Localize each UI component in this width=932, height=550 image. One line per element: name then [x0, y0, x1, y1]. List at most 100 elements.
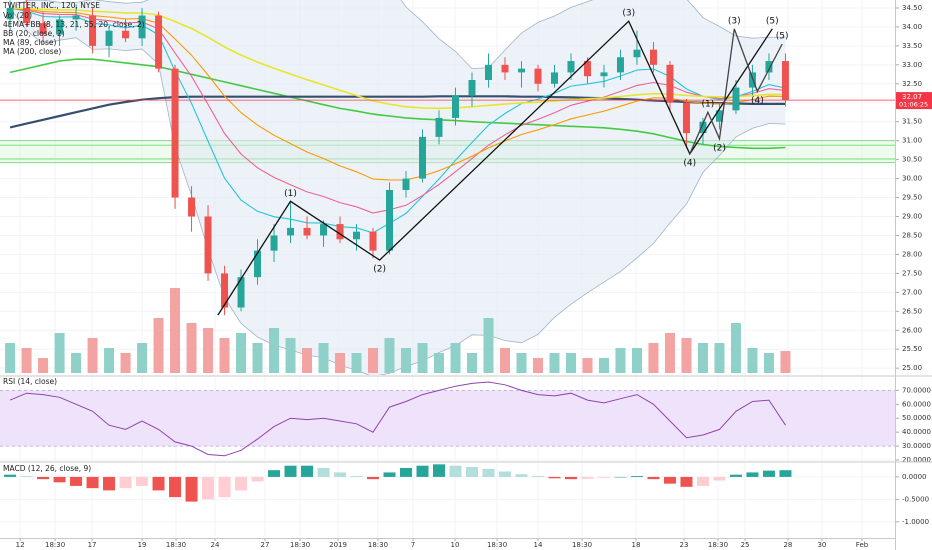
macd-bar [696, 476, 709, 486]
x-tick-label: 27 [260, 541, 269, 549]
y-tick-label: 31.00 [902, 137, 922, 145]
candle-body [386, 189, 394, 251]
candle-body [699, 121, 707, 134]
indicator-label: BB (20, close, 2) [3, 29, 65, 38]
x-tick-label: 17 [88, 541, 97, 549]
wave-label: (4) [751, 96, 764, 106]
y-tick-label: 0.0000 [902, 473, 927, 481]
macd-panel [0, 463, 895, 538]
macd-bar [235, 476, 248, 491]
y-tick-label: 32.50 [902, 80, 922, 88]
y-tick-label: 30.00 [902, 175, 922, 183]
indicator-label: MA (89, close) [3, 38, 57, 47]
last-price-label: 32.07 [902, 93, 922, 101]
macd-bar [103, 476, 116, 491]
macd-bar [614, 476, 627, 478]
volume-bar [38, 358, 49, 373]
volume-bar [236, 333, 247, 373]
y-tick-label: 27.00 [902, 288, 922, 296]
macd-bar [301, 465, 314, 477]
volume-bar [5, 343, 16, 373]
volume-bar [582, 358, 593, 373]
candle-body [748, 72, 756, 88]
macd-bar [515, 474, 528, 477]
macd-bar [680, 476, 693, 487]
candle-body [122, 30, 130, 39]
moving-average [9, 58, 786, 150]
volume-bar [631, 348, 642, 373]
volume-bar [21, 348, 32, 373]
indicator-label: 4EMA+BB (8, 13, 21, 55, 20, close, 2) [3, 20, 145, 29]
macd-bar [465, 467, 478, 477]
x-tick-label: 12 [16, 541, 25, 549]
candle-body [484, 64, 492, 81]
volume-bar [648, 343, 659, 373]
volume-bar [681, 338, 692, 373]
volume-bar [466, 353, 477, 373]
candle-body [666, 64, 674, 103]
wave-line [217, 20, 773, 316]
candle-body [550, 72, 558, 84]
macd-bar [53, 476, 66, 483]
y-tick-label: 50.0000 [902, 414, 931, 422]
candle-body [287, 227, 295, 236]
wave-line [689, 28, 783, 155]
volume-bar [532, 358, 543, 373]
candle-body [353, 231, 361, 240]
candle-body [270, 235, 278, 251]
macd-bar [433, 464, 446, 477]
macd-bar [746, 472, 759, 477]
y-tick-label: 26.00 [902, 326, 922, 334]
volume-bar [615, 348, 626, 373]
x-tick-label: Feb [856, 541, 869, 549]
candle-body [402, 178, 410, 190]
volume-bar [335, 353, 346, 373]
volume-bar [318, 343, 329, 373]
volume-bar [137, 343, 148, 373]
candle-body [39, 23, 47, 35]
y-tick-label: 33.50 [902, 42, 922, 50]
macd-bar [449, 465, 462, 477]
candle-body [237, 277, 245, 308]
y-tick-label: 31.50 [902, 118, 922, 126]
candle-body [567, 61, 575, 73]
macd-bar [334, 472, 347, 477]
indicator-label: Vol (20) [3, 11, 32, 20]
x-tick-label: 18:30 [45, 541, 65, 549]
candle-body [105, 30, 113, 46]
candle-body [320, 224, 328, 236]
y-tick-label: 26.50 [902, 307, 922, 315]
y-tick-label: -1.0000 [902, 518, 929, 526]
rsi-line [9, 381, 786, 457]
candle-body [534, 68, 542, 84]
volume-bar [434, 353, 445, 373]
macd-bar [548, 476, 561, 479]
macd-bar [20, 476, 33, 477]
volume-bar [54, 333, 65, 373]
candle-body [254, 250, 262, 278]
wave-label: (3) [622, 9, 635, 19]
wave-label: (1) [284, 189, 297, 199]
macd-bar [647, 476, 660, 480]
candle-body [204, 216, 212, 274]
wave-label: (2) [373, 265, 386, 275]
macd-bar [4, 474, 17, 477]
y-tick-label: 28.00 [902, 250, 922, 258]
macd-bar [416, 465, 429, 477]
volume-bar [269, 328, 280, 373]
macd-bar [185, 476, 198, 502]
bollinger-fill [10, 0, 786, 375]
volume-bar [384, 338, 395, 373]
macd-bar [37, 476, 50, 480]
macd-bar [482, 468, 495, 477]
macd-bar [762, 470, 775, 477]
volume-bar [664, 333, 675, 373]
candle-body [369, 231, 377, 251]
volume-bar [499, 348, 510, 373]
x-tick-label: 18:30 [368, 541, 388, 549]
volume-bar [104, 348, 115, 373]
candle-body [155, 15, 163, 69]
candle-body [188, 197, 196, 217]
